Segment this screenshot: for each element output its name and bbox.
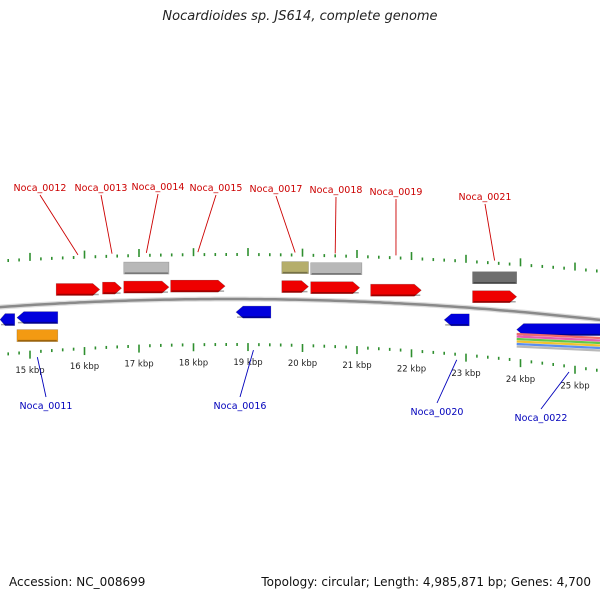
stacked-band — [516, 340, 600, 347]
scale-tick-label: 22 kbp — [397, 365, 426, 375]
gene-label: Noca_0019 — [370, 187, 423, 198]
scale-tick-label: 23 kbp — [451, 369, 480, 379]
feature-dark-gray — [472, 271, 517, 285]
scale-tick-label: 18 kbp — [179, 358, 208, 368]
gene-noca-0015 — [170, 279, 226, 293]
gene-noca-0013 — [102, 281, 123, 295]
stacked-band — [516, 337, 600, 345]
label-layer: Noca_0012 Noca_0013 Noca_0014 Noca_0015 Noca… — [14, 182, 570, 424]
gene-label: Noca_0016 — [214, 401, 267, 412]
lower-tick-ring: 15 kbp 16 kbp 17 kbp 18 kbp 19 kbp 20 kbp 21 k… — [7, 343, 598, 392]
backbone-line — [0, 297, 600, 322]
scale-tick-label: 15 kbp — [15, 366, 44, 376]
label-leader-line — [334, 196, 337, 254]
gene-noca-0018 — [310, 281, 361, 294]
label-leader-line — [100, 194, 113, 254]
stacked-band — [516, 332, 600, 340]
upper-tick-ring — [7, 248, 598, 273]
scale-tick-label: 25 kbp — [560, 382, 589, 392]
gene-label: Noca_0022 — [515, 413, 568, 424]
stacked-band — [516, 345, 600, 352]
label-leader-line — [484, 203, 496, 261]
gene-label: Noca_0020 — [411, 407, 464, 418]
genome-backbone — [0, 296, 600, 323]
label-leader-line — [239, 349, 254, 398]
scale-tick-label: 16 kbp — [70, 362, 99, 372]
gene-noca-0021 — [472, 290, 518, 304]
gene-noca-0020 — [443, 313, 470, 327]
gene-label: Noca_0017 — [250, 184, 303, 195]
scale-tick-label: 20 kbp — [288, 359, 317, 369]
gene-label: Noca_0013 — [75, 183, 128, 194]
gene-noca-0017 — [281, 280, 309, 293]
genome-summary-text: Topology: circular; Length: 4,985,871 bp… — [261, 575, 591, 589]
genome-title: Nocardioides sp. JS614, complete genome — [162, 9, 438, 24]
gene-noca-0014 — [123, 280, 170, 294]
label-leader-line — [275, 195, 296, 253]
stacked-band — [516, 335, 600, 342]
gene-label: Noca_0014 — [132, 182, 185, 193]
label-leader-line — [540, 371, 570, 410]
feature-rna-gray — [123, 261, 170, 275]
scale-tick-label: 21 kbp — [342, 361, 371, 371]
gene-noca-0012 — [55, 283, 101, 296]
accession-text: Accession: NC_008699 — [9, 575, 146, 589]
label-leader-line — [36, 357, 47, 398]
gene-label: Noca_0018 — [310, 185, 363, 196]
stacked-band — [516, 342, 600, 350]
feature-orange — [16, 329, 59, 342]
gene-label: Noca_0015 — [190, 183, 243, 194]
label-leader-line — [39, 194, 79, 256]
feature-reverse-gene — [0, 313, 16, 326]
gene-label: Noca_0011 — [20, 401, 73, 412]
label-leader-line — [145, 193, 159, 253]
scale-tick-label: 24 kbp — [506, 375, 535, 385]
feature-olive — [281, 261, 309, 274]
gene-noca-0011 — [16, 311, 59, 324]
gene-label: Noca_0012 — [14, 183, 67, 194]
label-leader-line — [197, 194, 217, 253]
feature-layer — [0, 261, 600, 352]
gene-noca-0019 — [370, 283, 422, 297]
feature-rna-gray — [310, 262, 363, 276]
label-leader-line — [436, 359, 458, 404]
gene-label: Noca_0021 — [459, 192, 512, 203]
gene-noca-0016 — [235, 305, 272, 319]
scale-tick-label: 19 kbp — [233, 358, 262, 368]
scale-tick-label: 17 kbp — [124, 360, 153, 370]
